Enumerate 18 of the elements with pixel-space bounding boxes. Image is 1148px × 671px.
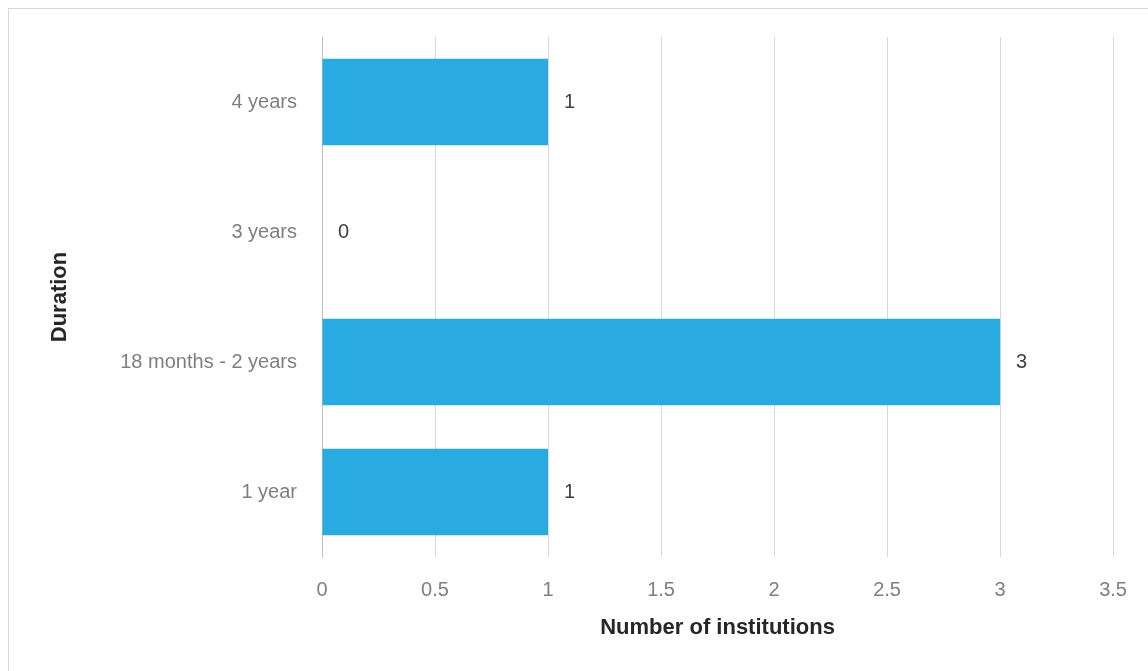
x-tick-label: 1: [542, 577, 554, 600]
x-tick-label: 3.5: [1099, 577, 1127, 600]
data-label: 1: [564, 479, 576, 502]
x-tick-label: 0: [316, 577, 328, 600]
x-tick-label: 0.5: [421, 577, 449, 600]
x-tick-label: 2.5: [873, 577, 901, 600]
x-tick-label: 1.5: [647, 577, 675, 600]
y-tick-label: 18 months - 2 years: [120, 349, 297, 372]
y-tick-label: 1 year: [241, 479, 298, 502]
y-axis-title: Duration: [46, 251, 72, 343]
x-axis-title: Number of institutions: [600, 613, 835, 639]
x-tick-label: 3: [994, 577, 1006, 600]
data-label: 3: [1016, 349, 1028, 372]
y-tick-label: 4 years: [231, 89, 297, 112]
data-label: 0: [338, 219, 350, 242]
data-label: 1: [564, 89, 576, 112]
x-tick-label: 2: [768, 577, 780, 600]
y-tick-label: 3 years: [231, 219, 297, 242]
